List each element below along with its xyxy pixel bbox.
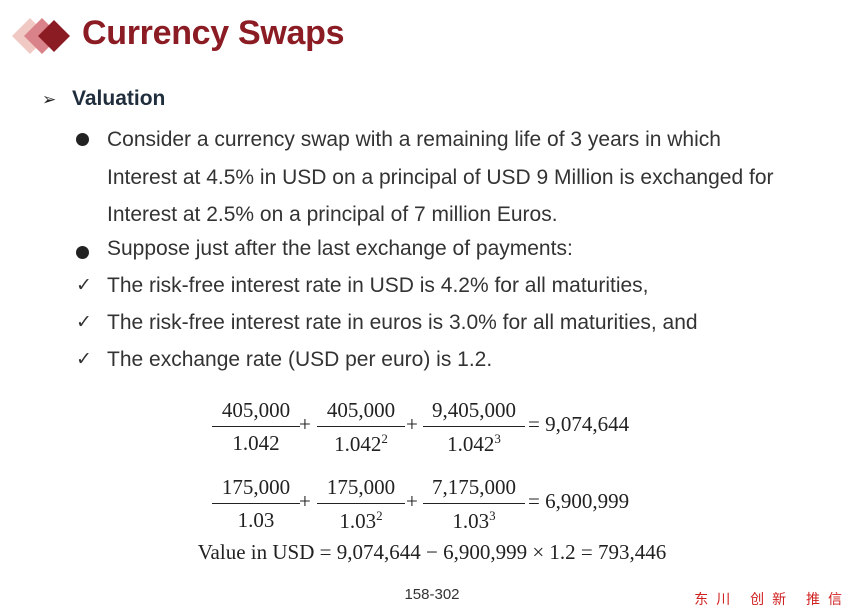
checkmark-icon: ✓ — [76, 275, 92, 296]
bullet-line: Interest at 2.5% on a principal of 7 mil… — [107, 203, 558, 226]
bullet-dot-icon — [76, 246, 89, 259]
plus-sign: + — [406, 412, 418, 436]
bullet-paragraph-1: Consider a currency swap with a remainin… — [107, 121, 823, 234]
fraction: 7,175,000 1.033 — [423, 475, 525, 534]
bullet-line: Interest at 4.5% in USD on a principal o… — [107, 165, 774, 189]
fraction: 405,000 1.042 — [212, 398, 300, 456]
diamond-logo-icon — [12, 18, 70, 54]
fraction: 9,405,000 1.0423 — [423, 398, 525, 457]
denominator: 1.032 — [339, 508, 383, 533]
denominator: 1.042 — [232, 431, 280, 455]
denominator: 1.03 — [237, 508, 275, 532]
subheading: ➢ Valuation — [42, 87, 165, 111]
numerator: 175,000 — [212, 475, 300, 504]
numerator: 9,405,000 — [423, 398, 525, 427]
arrow-bullet-icon: ➢ — [42, 90, 57, 109]
bullet-line: Consider a currency swap with a remainin… — [107, 128, 721, 151]
check-text: The exchange rate (USD per euro) is 1.2. — [107, 348, 493, 371]
page-number: 158-302 — [404, 586, 460, 603]
checkmark-icon: ✓ — [76, 349, 92, 370]
numerator: 405,000 — [317, 398, 405, 427]
bullet-dot-icon — [76, 133, 89, 146]
denominator: 1.0423 — [447, 431, 501, 456]
plus-sign: + — [406, 489, 418, 513]
checkmark-icon: ✓ — [76, 312, 92, 333]
fraction: 405,000 1.0422 — [317, 398, 405, 457]
equation-result: = 6,900,999 — [528, 489, 630, 513]
check-text: The risk-free interest rate in euros is … — [107, 311, 698, 334]
equation-result: = 9,074,644 — [528, 412, 630, 436]
denominator: 1.0422 — [334, 431, 388, 456]
denominator: 1.033 — [452, 508, 496, 533]
bullet-text: Suppose just after the last exchange of … — [107, 237, 573, 260]
subheading-label: Valuation — [72, 87, 166, 110]
fraction: 175,000 1.032 — [317, 475, 405, 534]
eur-pv-equation: 175,000 1.03 + 175,000 1.032 + 7,175,000… — [0, 475, 864, 535]
numerator: 175,000 — [317, 475, 405, 504]
numerator: 7,175,000 — [423, 475, 525, 504]
usd-pv-equation: 405,000 1.042 + 405,000 1.0422 + 9,405,0… — [0, 398, 864, 458]
plus-sign: + — [299, 412, 311, 436]
value-equation: Value in USD = 9,074,644 − 6,900,999 × 1… — [197, 540, 667, 564]
plus-sign: + — [299, 489, 311, 513]
fraction: 175,000 1.03 — [212, 475, 300, 533]
slide-title: Currency Swaps — [82, 14, 345, 52]
watermark-stamp: 东川 创新 推信 — [694, 591, 850, 607]
check-text: The risk-free interest rate in USD is 4.… — [107, 274, 649, 297]
numerator: 405,000 — [212, 398, 300, 427]
